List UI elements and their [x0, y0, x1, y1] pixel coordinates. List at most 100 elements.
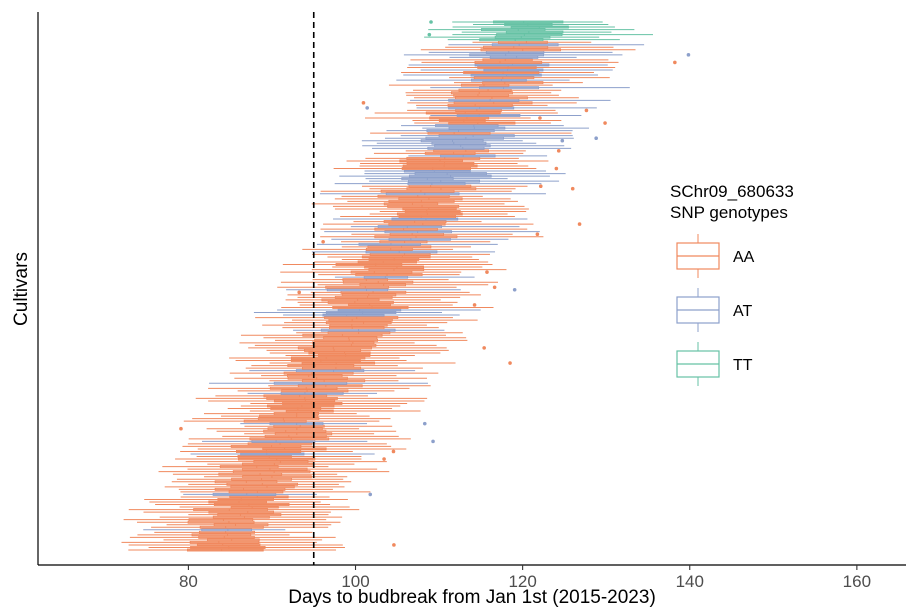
cultivar-box-aa: [143, 510, 331, 514]
iqr-box: [434, 144, 491, 148]
iqr-box: [329, 326, 385, 330]
outlier-point: [431, 439, 435, 444]
x-tick-label: 80: [179, 572, 198, 591]
cultivar-box-aa: [284, 321, 448, 325]
cultivar-box-aa: [269, 351, 441, 355]
cultivar-box-at: [365, 106, 597, 110]
iqr-box: [327, 300, 394, 304]
cultivar-box-aa: [280, 280, 499, 284]
iqr-box: [297, 384, 363, 388]
iqr-box: [188, 518, 254, 522]
cultivar-box-aa: [149, 500, 321, 504]
cultivar-box-aa: [235, 359, 407, 362]
cultivar-box-at: [293, 328, 445, 332]
cultivar-box-at: [396, 78, 570, 82]
outlier-point: [361, 101, 366, 105]
cultivar-box-aa: [245, 366, 423, 370]
iqr-box: [208, 510, 275, 514]
cultivar-box-aa: [137, 520, 341, 524]
iqr-box: [193, 508, 268, 512]
iqr-box: [263, 394, 328, 398]
iqr-box: [424, 151, 476, 155]
iqr-box: [212, 515, 270, 519]
iqr-box: [401, 167, 471, 170]
cultivar-box-at: [420, 68, 613, 72]
iqr-box: [391, 217, 459, 221]
cultivar-box-aa: [221, 414, 370, 418]
iqr-box: [399, 159, 464, 163]
cultivar-box-aa: [192, 417, 391, 421]
iqr-box: [355, 273, 423, 277]
outlier-point: [686, 53, 691, 57]
iqr-box: [314, 338, 378, 342]
outlier-point: [485, 270, 489, 274]
cultivar-box-aa: [234, 376, 427, 380]
cultivar-box-aa: [163, 538, 323, 542]
cultivar-box-aa: [227, 407, 393, 410]
cultivar-box-aa: [311, 268, 507, 272]
iqr-box: [407, 182, 466, 186]
iqr-box: [414, 172, 487, 176]
iqr-box: [334, 295, 393, 299]
iqr-box: [312, 341, 375, 345]
iqr-box: [332, 306, 409, 309]
iqr-box: [479, 86, 539, 90]
x-tick-label: 160: [843, 572, 871, 591]
iqr-box: [429, 116, 490, 120]
cultivar-box-at: [428, 50, 613, 54]
cultivar-box-at: [324, 230, 540, 234]
iqr-box: [196, 543, 261, 547]
iqr-box: [364, 265, 424, 269]
iqr-box: [471, 78, 527, 82]
cultivar-box-at: [384, 136, 598, 141]
iqr-box: [242, 467, 308, 471]
cultivar-box-at: [350, 225, 520, 229]
iqr-box: [369, 252, 431, 256]
cultivar-box-aa: [369, 212, 508, 216]
cultivar-box-aa: [405, 149, 561, 153]
cultivar-box-aa: [240, 404, 401, 408]
cultivar-box-at: [403, 73, 599, 77]
iqr-box: [485, 50, 545, 54]
cultivar-box-aa: [188, 513, 329, 517]
iqr-box: [323, 336, 378, 340]
iqr-box: [483, 68, 544, 72]
cultivar-box-aa: [180, 495, 330, 499]
cultivar-box-aa: [416, 103, 548, 107]
iqr-box: [321, 298, 380, 302]
cultivar-box-aa: [248, 346, 486, 350]
cultivar-box-at: [408, 63, 608, 67]
cultivar-box-at: [286, 287, 517, 292]
iqr-box: [273, 399, 336, 403]
cultivar-box-at: [449, 55, 577, 59]
cultivar-box-at: [202, 439, 435, 444]
cultivar-box-aa: [251, 364, 398, 368]
cultivar-box-aa: [121, 540, 317, 544]
cultivar-box-aa: [128, 548, 337, 552]
cultivar-box-at: [283, 313, 460, 317]
cultivar-box-aa: [216, 429, 397, 433]
cultivar-box-aa: [204, 475, 348, 479]
cultivar-box-aa: [237, 389, 395, 393]
iqr-box: [301, 366, 362, 370]
cultivar-box-aa: [320, 189, 512, 193]
iqr-box: [450, 91, 513, 95]
cultivar-box-aa: [179, 426, 360, 431]
cultivar-box-aa: [195, 396, 428, 400]
cultivar-box-aa: [453, 81, 583, 85]
iqr-box: [504, 23, 553, 26]
cultivar-box-aa: [379, 210, 527, 213]
iqr-box: [481, 28, 546, 32]
cultivar-box-tt: [428, 28, 635, 32]
iqr-box: [359, 283, 406, 287]
iqr-box: [286, 374, 343, 378]
cultivar-box-aa: [353, 220, 482, 224]
iqr-box: [496, 33, 563, 37]
iqr-box: [398, 215, 457, 218]
outlier-point: [535, 232, 540, 237]
cultivar-box-at: [331, 237, 509, 241]
cultivar-box-aa: [175, 457, 386, 461]
cultivar-box-at: [253, 311, 442, 314]
iqr-box: [263, 429, 327, 433]
cultivar-box-at: [247, 391, 378, 395]
